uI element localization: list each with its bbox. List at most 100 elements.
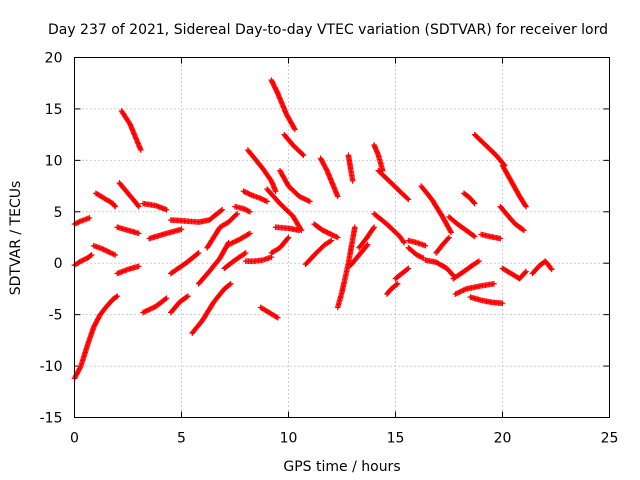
data-point [548,266,555,273]
series-arc-56 [499,162,529,210]
series-arc-16 [189,280,234,336]
x-tick-label: 10 [280,431,298,447]
data-point [371,224,377,231]
data-point [471,199,477,206]
series-arc-23 [242,254,275,264]
data-point [523,268,529,275]
data-point [370,225,377,232]
x-tick-label: 0 [70,431,79,447]
series-arc-53 [471,131,508,169]
data-point [349,178,356,184]
x-tick-label: 5 [177,431,186,447]
series-arc-51 [452,280,497,297]
data-point [449,271,456,278]
series-arc-40 [375,167,412,203]
data-point [522,269,528,276]
y-tick-label: 5 [54,205,63,221]
y-tick-label: 0 [54,256,63,272]
data-points [71,77,555,382]
series-arc-57 [497,203,527,234]
data-point [422,242,429,249]
series-arc-10 [140,295,170,316]
series-arc-01 [71,293,121,382]
data-point [135,263,142,270]
data-point [219,206,225,213]
data-point [226,281,233,288]
data-point [291,125,298,132]
series-arc-58 [499,265,529,282]
data-point [352,224,358,231]
data-point [393,281,400,288]
series-arc-17 [195,239,232,287]
series-arc-50 [450,258,482,282]
data-point [284,235,291,242]
series-arc-26 [268,77,298,133]
series-arc-19 [221,250,249,272]
data-point [476,258,482,264]
series-arc-30 [272,224,302,234]
data-point [471,200,478,207]
data-point [300,152,307,159]
data-point [163,206,170,213]
data-point [285,234,292,241]
data-point [446,234,452,241]
series-arc-29 [277,167,313,205]
data-point [404,266,411,273]
y-tick-label: -15 [40,411,63,427]
data-point [448,229,454,236]
axes: 0 5 10 15 20 25 -15 -10 -5 0 5 10 15 20 [40,51,619,447]
data-point [264,198,270,205]
chart-title: Day 237 of 2021, Sidereal Day-to-day VTE… [48,22,608,38]
x-axis-label: GPS time / hours [283,459,400,475]
series-arc-05 [93,190,118,210]
data-point [405,196,412,203]
series-arc-04 [90,242,118,258]
data-point [242,250,249,256]
data-point [135,230,142,237]
y-tick-label: -5 [49,308,63,324]
series-arc-15 [168,250,202,277]
series-arc-34 [317,155,341,200]
data-point [497,235,504,242]
data-point [471,233,478,240]
data-point [218,207,224,214]
series-arc-28 [268,234,292,256]
data-point [245,231,252,237]
data-point [178,226,185,233]
series-arc-11 [140,200,170,213]
x-tick-label: 15 [387,431,405,447]
data-point [273,314,280,320]
series-arc-12 [146,226,185,242]
series-arc-44 [405,244,427,261]
plot-frame [74,57,610,418]
data-point [296,227,302,234]
data-point [234,211,240,217]
series-arc-38 [356,224,377,251]
series-arc-48 [433,234,452,256]
x-tick-label: 25 [601,431,619,447]
series-arc-37 [347,241,371,269]
data-point [233,212,239,218]
series-arc-07 [116,180,142,210]
series-arc-42 [384,280,401,297]
data-point [88,252,95,258]
y-tick-label: 15 [45,102,63,118]
data-point [491,280,497,287]
data-point [307,198,313,205]
series-arc-20 [225,230,253,248]
data-point [114,293,121,299]
data-point [521,227,527,234]
series-arc-25 [257,304,281,321]
data-point [447,228,454,234]
series-arc-13 [168,206,225,225]
series-arc-22 [240,188,270,205]
series-arc-45 [405,237,429,249]
series-arc-55 [478,231,504,242]
y-tick-label: 10 [45,153,63,169]
data-point [247,230,253,237]
series-arc-08 [114,224,142,237]
data-point [247,208,253,215]
series-arc-52 [461,190,478,207]
data-point [323,166,330,173]
